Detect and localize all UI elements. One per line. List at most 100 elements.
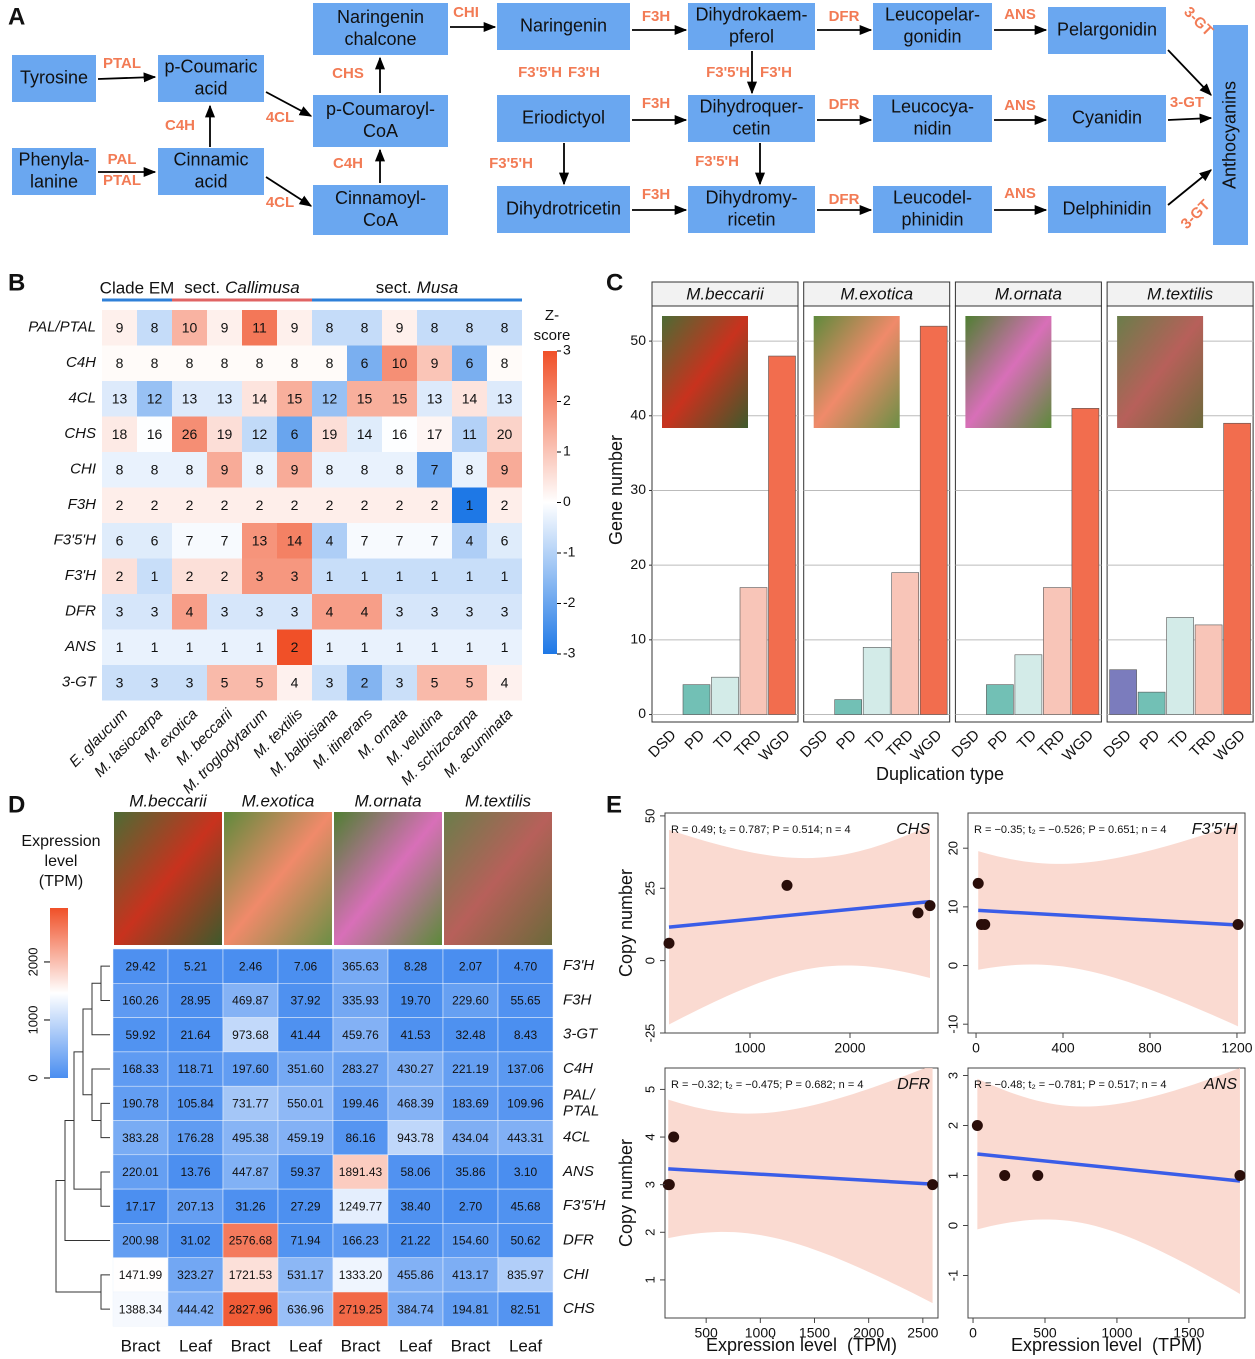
cell-label: 7: [361, 532, 369, 548]
cell-label: 9: [291, 461, 299, 477]
col-label: Bract: [231, 1336, 271, 1355]
photo: [114, 812, 222, 945]
heat-cell: [347, 345, 382, 381]
data-point: [924, 900, 936, 912]
y-tick-label: 20: [945, 841, 960, 855]
cell-label: 8: [396, 461, 404, 477]
cell-label: 199.46: [342, 1097, 379, 1111]
y-tick-label: 50: [642, 809, 657, 823]
x-tick-label: 1500: [1173, 1325, 1204, 1341]
x-tick-label: 2000: [853, 1325, 884, 1341]
row-label: DFR: [563, 1232, 594, 1249]
cell-label: 2: [396, 497, 404, 513]
cell-label: 200.98: [122, 1234, 159, 1248]
heat-cell: [222, 948, 279, 984]
heat-cell: [332, 1188, 389, 1224]
cell-label: 443.31: [507, 1131, 544, 1145]
heat-cell: [452, 665, 487, 701]
heat-cell: [172, 594, 207, 630]
cell-label: 220.01: [122, 1165, 159, 1179]
cell-label: 11: [462, 426, 477, 442]
cell-label: 1: [501, 639, 509, 655]
heat-cell: [112, 1154, 169, 1190]
heat-cell: [222, 1291, 279, 1327]
heat-cell: [167, 1120, 224, 1156]
node-label: phinidin: [901, 209, 963, 229]
bar: [986, 684, 1014, 715]
cell-label: 4.70: [514, 959, 538, 973]
y-tick-label: 20: [630, 556, 646, 572]
cell-label: 531.17: [287, 1268, 324, 1282]
dendrogram: [82, 1008, 92, 1096]
heat-cell: [487, 558, 522, 594]
x-tick-label: DSD: [645, 726, 680, 761]
x-tick-label: 2500: [907, 1325, 938, 1341]
x-tick-label: 1000: [1101, 1325, 1132, 1341]
cell-label: 71.94: [290, 1234, 320, 1248]
row-label: CHS: [563, 1300, 595, 1317]
cell-label: 2.07: [459, 959, 483, 973]
cell-label: 6: [291, 426, 299, 442]
heat-cell: [277, 1223, 334, 1258]
cell-label: 29.42: [125, 959, 155, 973]
confidence-band: [668, 1068, 933, 1304]
bar: [1166, 617, 1194, 715]
cell-label: 8: [151, 461, 159, 477]
cell-label: 19: [322, 426, 338, 442]
cell-label: 3: [116, 674, 124, 690]
pathway-node: [158, 148, 264, 195]
x-tick-label: 1000: [745, 1325, 776, 1341]
data-point: [663, 937, 675, 949]
cell-label: 1: [431, 639, 439, 655]
cell-label: 13: [252, 532, 268, 548]
node-label: lanine: [30, 171, 78, 191]
heat-cell: [277, 983, 334, 1018]
heat-cell: [487, 523, 522, 559]
heat-cell: [277, 523, 312, 559]
cell-label: 17: [427, 426, 443, 442]
heat-cell: [167, 948, 224, 984]
enzyme-label: C4H: [165, 117, 195, 134]
cell-label: 4: [326, 532, 334, 548]
heat-cell: [452, 345, 487, 381]
heat-cell: [112, 1085, 169, 1121]
col-label: Leaf: [179, 1336, 212, 1355]
heat-cell: [497, 1085, 554, 1121]
y-tick-label: -10: [945, 1015, 960, 1034]
heat-cell: [222, 1120, 279, 1156]
col-label: Leaf: [289, 1336, 322, 1355]
heat-cell: [242, 629, 277, 665]
cell-label: 2: [186, 568, 194, 584]
cell-label: 14: [357, 426, 373, 442]
dendrogram: [100, 965, 110, 1001]
heat-cell: [442, 1085, 499, 1121]
x-tick-label: 2000: [834, 1040, 865, 1056]
cell-label: 3: [326, 674, 334, 690]
heat-cell: [452, 594, 487, 630]
cell-label: 19: [217, 426, 233, 442]
row-label: CHI: [563, 1266, 589, 1283]
y-tick-label: 3: [945, 1072, 960, 1079]
node-label: acid: [194, 171, 227, 191]
heat-cell: [242, 310, 277, 346]
photo: [444, 812, 552, 945]
species-header: M.exotica: [242, 791, 315, 810]
heat-cell: [442, 1120, 499, 1156]
cell-label: 6: [466, 355, 474, 371]
cell-label: 8: [256, 355, 264, 371]
heat-cell: [137, 381, 172, 417]
cell-label: 1: [396, 639, 404, 655]
heat-cell: [417, 665, 452, 701]
cell-label: 13: [112, 390, 128, 406]
heat-cell: [102, 594, 137, 630]
regression-line: [668, 899, 931, 929]
bar: [1194, 624, 1223, 715]
confidence-band: [977, 1068, 1240, 1294]
heat-cell: [277, 1257, 334, 1293]
heat-cell: [312, 381, 347, 417]
regression-line: [978, 908, 1239, 927]
cell-label: 50.62: [510, 1234, 540, 1248]
bar: [862, 647, 891, 715]
heat-cell: [347, 523, 382, 559]
cell-label: 3: [186, 674, 194, 690]
